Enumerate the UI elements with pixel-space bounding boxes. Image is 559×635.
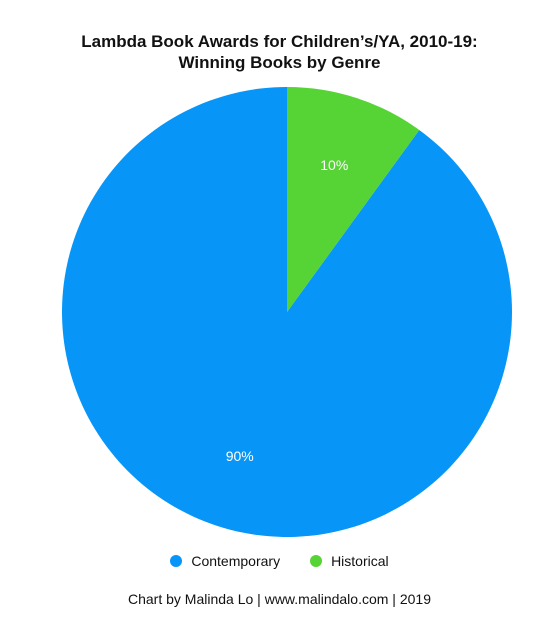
legend-item-historical: Historical xyxy=(310,553,389,569)
pie-slice-labels: 90% 10% xyxy=(226,157,349,464)
slice-label-contemporary: 90% xyxy=(226,448,254,464)
slice-label-historical: 10% xyxy=(320,157,348,173)
legend-label-contemporary: Contemporary xyxy=(191,553,281,569)
legend-swatch-historical xyxy=(310,555,323,567)
chart-title-line-1: Lambda Book Awards for Children’s/YA, 20… xyxy=(81,32,478,51)
chart-title: Lambda Book Awards for Children’s/YA, 20… xyxy=(0,31,559,73)
legend: Contemporary Historical xyxy=(0,551,559,571)
pie-slices xyxy=(62,87,512,537)
legend-swatch-contemporary xyxy=(170,555,183,567)
pie-slice-historical xyxy=(287,87,420,312)
legend-label-historical: Historical xyxy=(331,553,389,569)
chart-credit: Chart by Malinda Lo | www.malindalo.com … xyxy=(128,591,431,607)
chart-title-line-2: Winning Books by Genre xyxy=(178,53,381,72)
legend-item-contemporary: Contemporary xyxy=(170,553,280,569)
